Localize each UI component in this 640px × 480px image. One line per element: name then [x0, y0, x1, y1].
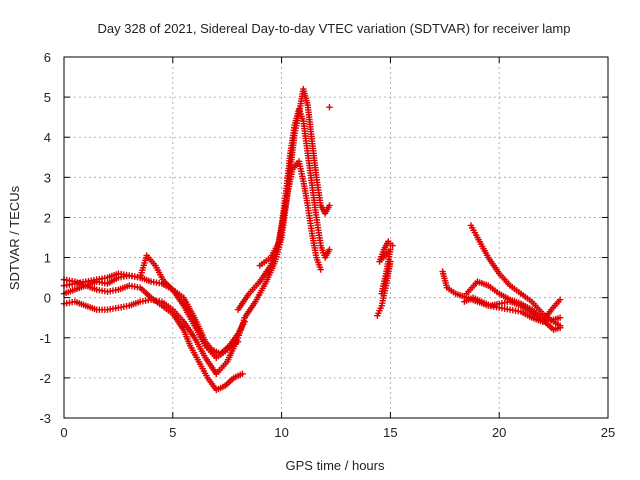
x-tick-label: 25 — [601, 425, 615, 440]
y-tick-label: 3 — [44, 170, 51, 185]
data-point — [234, 338, 242, 345]
y-tick-label: 1 — [44, 251, 51, 266]
y-tick-label: 0 — [44, 291, 51, 306]
plot-frame — [63, 56, 609, 419]
data-point — [326, 103, 333, 111]
data-point — [556, 324, 564, 331]
y-tick-label: 6 — [44, 50, 51, 65]
series-arc-7 — [256, 158, 324, 273]
data-point — [326, 246, 333, 253]
x-tick-label: 5 — [169, 425, 176, 440]
data-point — [389, 242, 396, 249]
y-tick-label: -3 — [39, 411, 51, 426]
data-point — [317, 266, 324, 273]
series-arc-6 — [241, 85, 333, 321]
x-tick-label: 10 — [274, 425, 288, 440]
y-tick-label: 2 — [44, 210, 51, 225]
data-point — [556, 296, 564, 303]
data-point — [239, 370, 246, 378]
y-tick-label: 4 — [44, 130, 51, 145]
series-arc-12 — [461, 294, 564, 325]
x-axis-label: GPS time / hours — [286, 458, 385, 473]
y-axis-label: SDTVAR / TECUs — [7, 185, 22, 290]
series-arc-4 — [60, 252, 242, 362]
data-points — [60, 85, 564, 394]
series-outlier — [326, 103, 333, 111]
tick-labels: 0 5 10 15 20 25 -3 -2 -1 0 1 2 3 4 5 6 — [39, 50, 615, 440]
x-tick-label: 20 — [492, 425, 506, 440]
axis-ticks — [63, 56, 609, 419]
y-tick-label: -2 — [39, 371, 51, 386]
x-tick-label: 0 — [60, 425, 67, 440]
series-arc-8 — [374, 238, 396, 319]
x-tick-label: 15 — [383, 425, 397, 440]
chart-title: Day 328 of 2021, Sidereal Day-to-day VTE… — [97, 21, 570, 36]
y-tick-label: -1 — [39, 331, 51, 346]
data-point — [556, 314, 564, 321]
data-point — [326, 202, 333, 209]
y-tick-label: 5 — [44, 90, 51, 105]
